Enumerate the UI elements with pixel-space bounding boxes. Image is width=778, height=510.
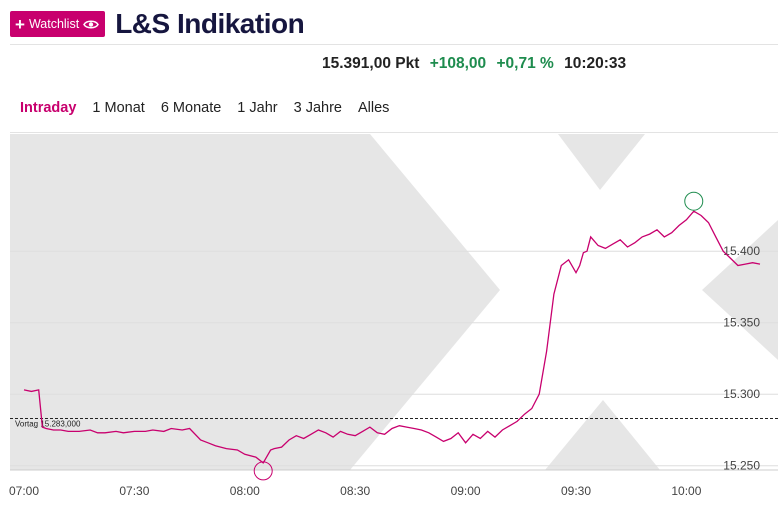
y-tick-label: 15.300	[723, 387, 760, 401]
background-shape	[558, 134, 645, 190]
quote-change-percent: +0,71 %	[496, 55, 554, 72]
page-header: + Watchlist L&S Indikation	[10, 8, 305, 40]
tab-intraday[interactable]: Intraday	[20, 100, 77, 116]
y-tick-label: 15.400	[723, 244, 760, 258]
x-tick-label: 10:00	[671, 484, 701, 498]
tab-1-jahr[interactable]: 1 Jahr	[237, 100, 278, 116]
y-tick-label: 15.350	[723, 316, 760, 330]
price-series-line	[23, 210, 761, 464]
watchlist-label: Watchlist	[28, 17, 80, 31]
background-shape	[10, 134, 500, 470]
quote-time: 10:20:33	[564, 55, 627, 72]
x-tick-label: 07:30	[119, 484, 149, 498]
quote-change-absolute: +108,00	[429, 55, 487, 72]
quote-price: 15.391,00 Pkt	[322, 55, 420, 72]
x-tick-label: 07:00	[9, 484, 39, 498]
quote-line: 15.391,00 Pkt +108,00 +0,71 % 10:20:33	[322, 55, 632, 73]
background-shape	[702, 220, 778, 360]
page-title: L&S Indikation	[115, 8, 305, 39]
low-marker	[253, 461, 273, 481]
x-tick-label: 09:00	[451, 484, 481, 498]
tab-6-monate[interactable]: 6 Monate	[160, 100, 222, 116]
x-tick-label: 08:00	[230, 484, 260, 498]
plus-icon: +	[15, 14, 25, 34]
y-tick-label: 15.250	[723, 459, 760, 473]
background-shape	[545, 400, 660, 470]
previous-close-label: Vortag 15.283,000	[15, 420, 81, 429]
eye-icon	[83, 20, 100, 28]
tab-alles[interactable]: Alles	[357, 100, 390, 116]
tab-3-jahre[interactable]: 3 Jahre	[293, 100, 342, 116]
header-divider	[10, 44, 778, 45]
tabs-divider	[10, 132, 778, 133]
range-tabs: Intraday 1 Monat 6 Monate 1 Jahr 3 Jahre Alle…	[20, 100, 389, 116]
tab-1-monat[interactable]: 1 Monat	[92, 100, 145, 116]
high-marker	[684, 191, 704, 211]
watchlist-button[interactable]: + Watchlist	[10, 11, 106, 37]
x-tick-label: 08:30	[340, 484, 370, 498]
x-tick-label: 09:30	[561, 484, 591, 498]
